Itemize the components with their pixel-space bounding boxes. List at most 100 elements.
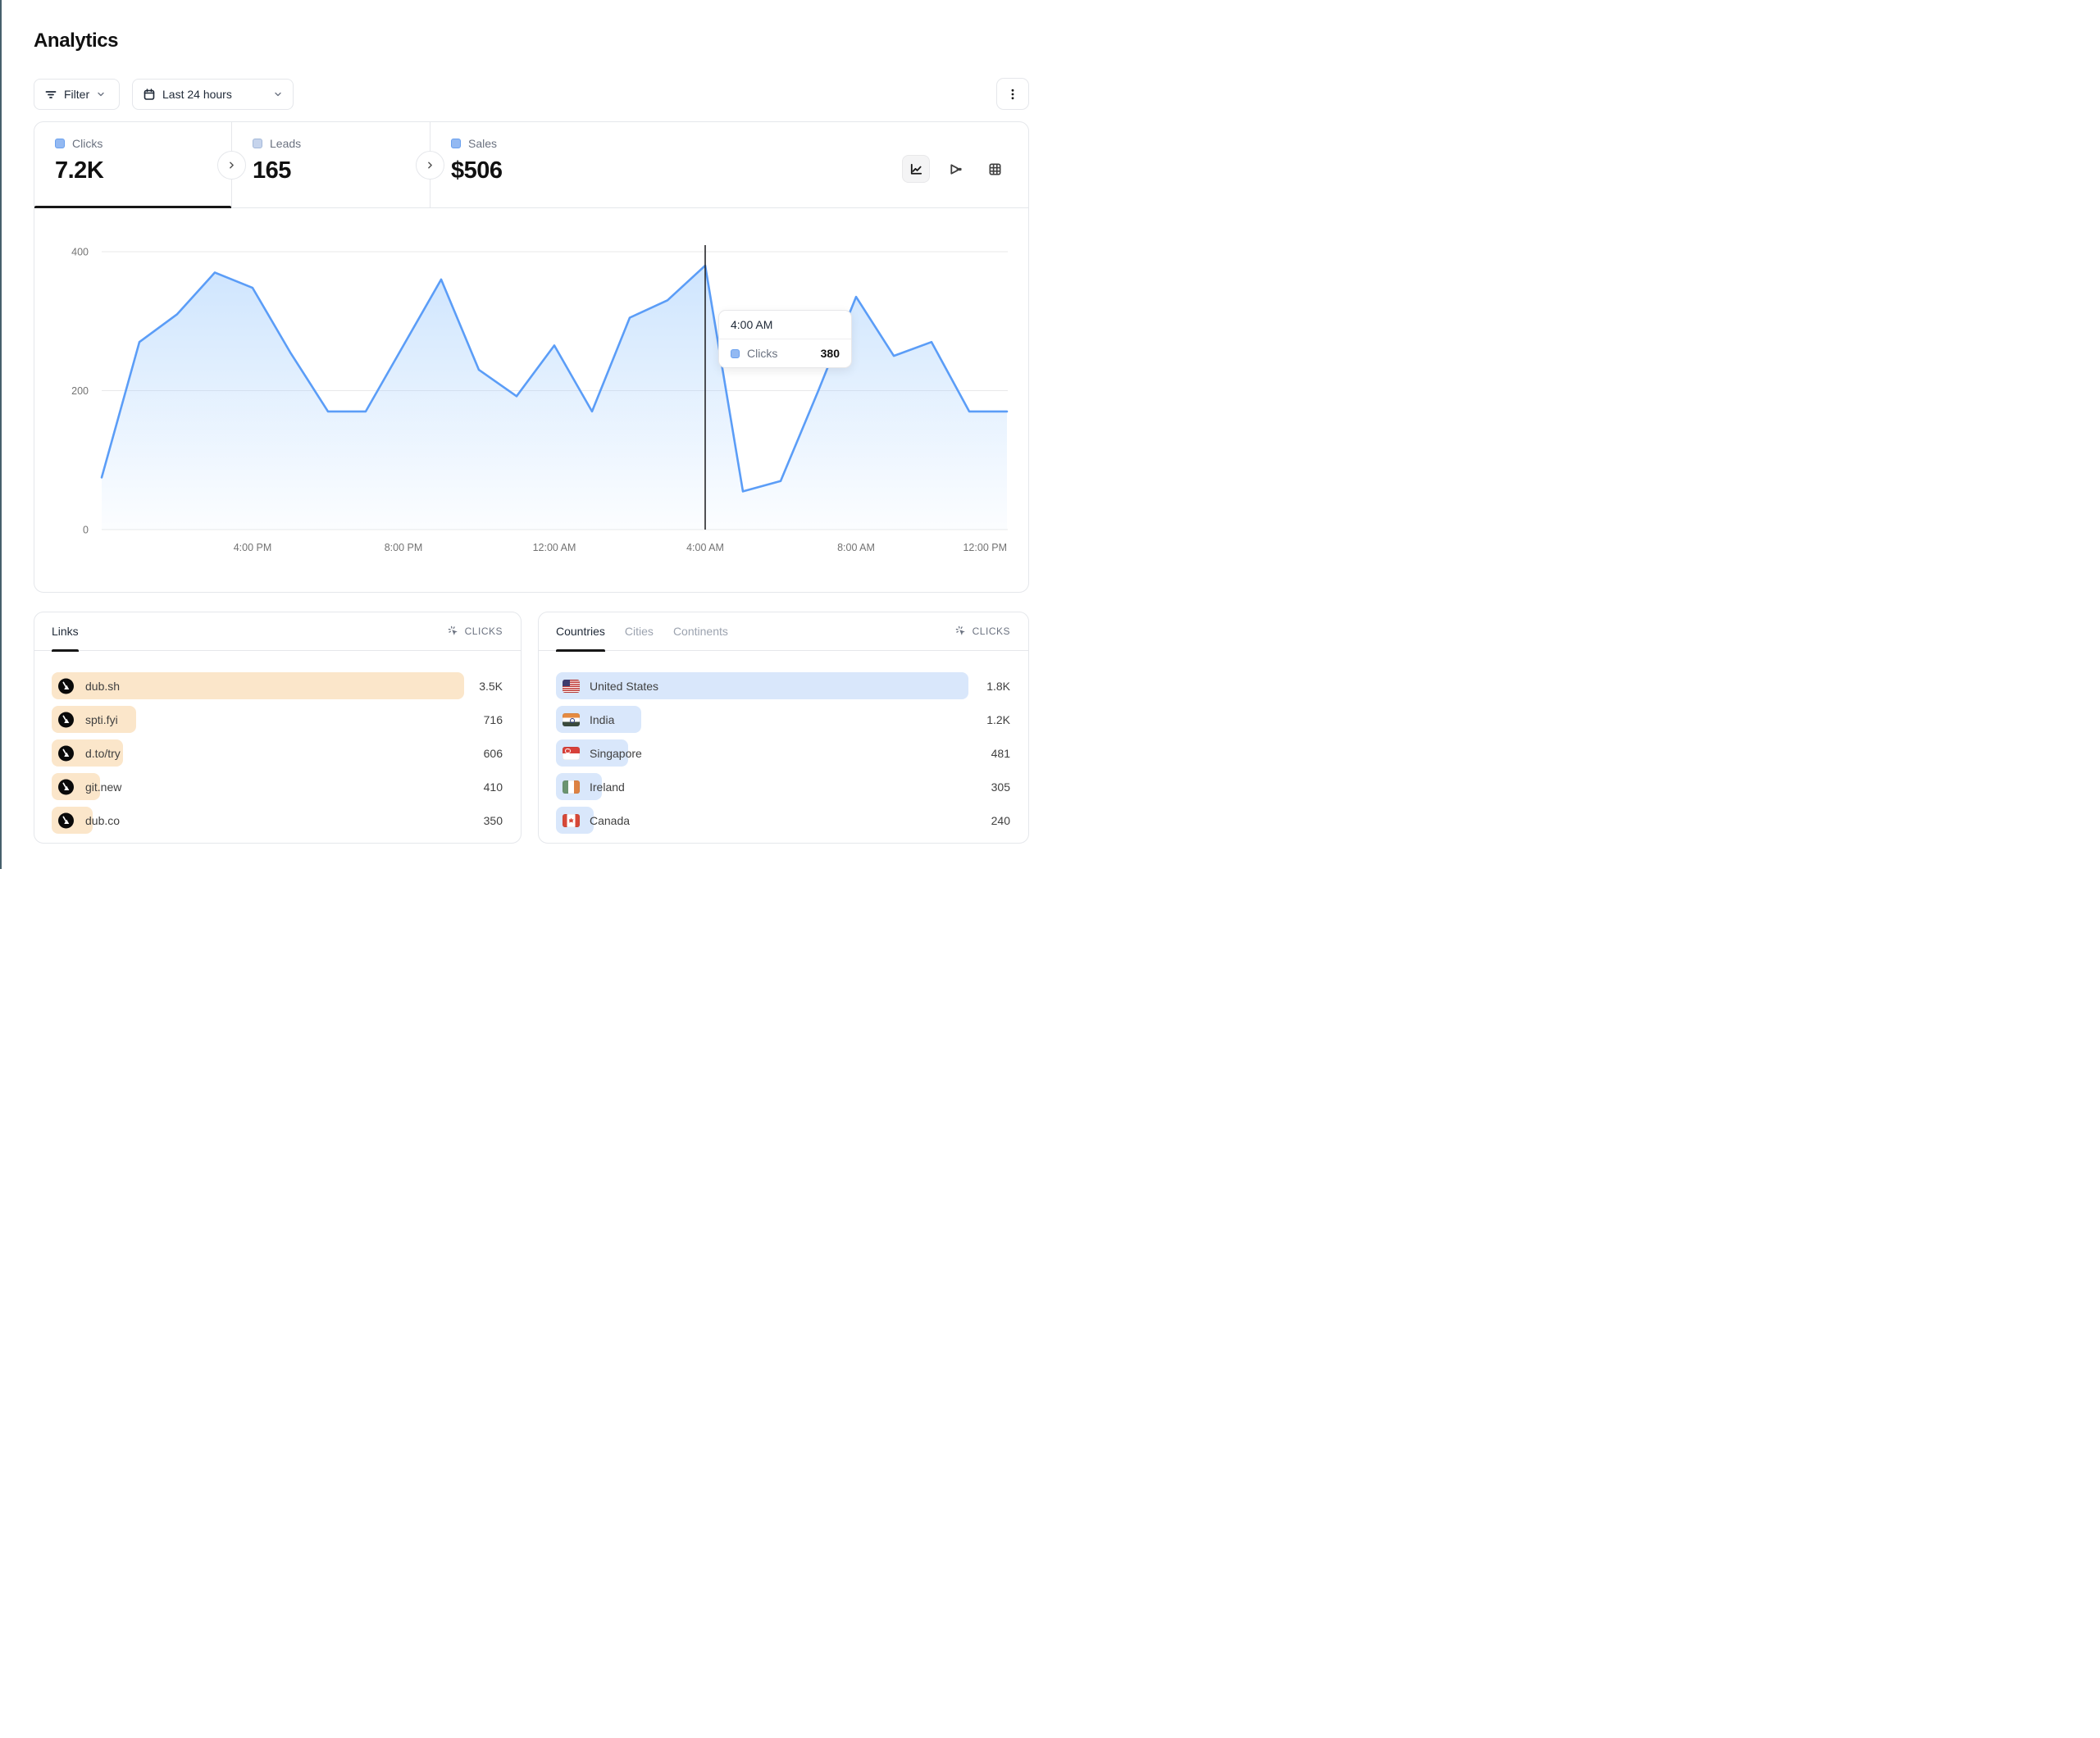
grid-table-icon xyxy=(989,163,1000,175)
date-range-button[interactable]: Last 24 hours xyxy=(132,79,294,110)
x-axis-tick-label: 12:00 PM xyxy=(963,542,1007,553)
country-row[interactable]: Canada 240 xyxy=(556,807,1010,834)
clicks-legend-square xyxy=(55,139,65,148)
leads-tab-value: 165 xyxy=(253,157,291,184)
sales-tab-value: $506 xyxy=(451,157,503,184)
more-options-button[interactable] xyxy=(996,78,1029,110)
sg-flag-icon xyxy=(563,746,580,760)
in-flag-icon xyxy=(563,712,580,726)
tooltip-value: 380 xyxy=(820,347,840,360)
expand-leads-button[interactable] xyxy=(416,151,444,180)
countries-tab-label: Countries xyxy=(556,625,605,638)
value-bar xyxy=(556,672,968,699)
tab-cities[interactable]: Cities xyxy=(625,612,654,651)
country-clicks-value: 240 xyxy=(991,813,1010,827)
clicks-time-series-chart[interactable]: 0 200 400 4:00 PM 8:00 PM 12:00 AM 4:00 AM 8:00… xyxy=(34,208,1030,594)
tab-clicks[interactable]: Clicks 7.2K xyxy=(34,122,231,208)
dub-logo-icon xyxy=(58,712,74,727)
analytics-card: Clicks 7.2K Leads 165 Sales $506 xyxy=(34,121,1029,593)
link-row[interactable]: spti.fyi 716 xyxy=(52,706,503,733)
dub-logo-icon xyxy=(58,779,74,794)
link-label: d.to/try xyxy=(85,746,121,760)
cities-tab-label: Cities xyxy=(624,625,654,638)
link-label: git.new xyxy=(85,780,122,794)
stat-tabs-row: Clicks 7.2K Leads 165 Sales $506 xyxy=(34,122,1028,208)
tab-countries[interactable]: Countries xyxy=(556,612,605,652)
dub-logo-icon xyxy=(58,678,74,694)
left-accent-divider xyxy=(0,0,2,869)
active-tab-indicator xyxy=(34,206,231,208)
filter-button[interactable]: Filter xyxy=(34,79,120,110)
sales-tab-label: Sales xyxy=(468,137,498,150)
chart-tooltip: 4:00 AM Clicks 380 xyxy=(718,310,852,368)
funnel-view-button[interactable] xyxy=(941,155,969,183)
x-axis-tick-label: 12:00 AM xyxy=(533,542,576,553)
geo-metric-header[interactable]: CLICKS xyxy=(955,626,1010,637)
country-label: United States xyxy=(590,679,659,693)
clicks-line-series xyxy=(100,264,1009,493)
value-bar xyxy=(52,672,464,699)
tab-leads[interactable]: Leads 165 xyxy=(232,122,430,208)
y-axis-tick-label: 200 xyxy=(71,385,89,397)
table-view-button[interactable] xyxy=(981,155,1009,183)
chevron-right-icon xyxy=(428,162,432,169)
country-label: India xyxy=(590,712,615,726)
leads-tab-label: Leads xyxy=(270,137,302,150)
area-fill xyxy=(102,265,1007,530)
x-axis-tick-label: 8:00 AM xyxy=(837,542,875,553)
tab-continents[interactable]: Continents xyxy=(673,612,728,651)
sales-legend-square xyxy=(451,139,461,148)
link-label: dub.co xyxy=(85,813,121,827)
ca-flag-icon xyxy=(563,813,580,827)
country-clicks-value: 305 xyxy=(991,780,1010,794)
clicks-tab-value: 7.2K xyxy=(55,157,104,184)
funnel-icon xyxy=(950,163,962,175)
chevron-down-icon xyxy=(273,89,283,99)
link-row[interactable]: d.to/try 606 xyxy=(52,739,503,767)
geo-metric-label: CLICKS xyxy=(972,626,1010,637)
link-clicks-value: 410 xyxy=(483,780,503,794)
links-tab-label: Links xyxy=(52,625,79,638)
tooltip-legend-square xyxy=(731,348,740,358)
link-clicks-value: 3.5K xyxy=(479,679,503,693)
x-axis-tick-label: 4:00 PM xyxy=(234,542,272,553)
chevron-right-icon xyxy=(230,162,234,169)
link-clicks-value: 350 xyxy=(483,813,503,827)
country-clicks-value: 481 xyxy=(991,746,1010,760)
link-clicks-value: 716 xyxy=(483,712,503,726)
calendar-icon xyxy=(143,88,156,101)
country-clicks-value: 1.8K xyxy=(986,679,1010,693)
dub-logo-icon xyxy=(58,812,74,828)
page-title: Analytics xyxy=(34,30,119,52)
country-row[interactable]: Ireland 305 xyxy=(556,773,1010,800)
expand-clicks-button[interactable] xyxy=(217,151,246,180)
x-axis-tick-label: 8:00 PM xyxy=(385,542,423,553)
cursor-click-icon xyxy=(955,626,967,637)
leads-legend-square xyxy=(253,139,262,148)
link-row[interactable]: dub.co 350 xyxy=(52,807,503,834)
link-label: dub.sh xyxy=(85,679,121,693)
chart-view-toggles xyxy=(902,155,1009,183)
countries-panel: Countries Cities Continents CLICKS Unite… xyxy=(538,612,1029,844)
links-metric-header[interactable]: CLICKS xyxy=(448,626,503,637)
line-chart-view-button[interactable] xyxy=(902,155,930,183)
link-label: spti.fyi xyxy=(85,712,118,726)
date-range-label: Last 24 hours xyxy=(162,88,232,101)
country-row[interactable]: India 1.2K xyxy=(556,706,1010,733)
tab-sales[interactable]: Sales $506 xyxy=(430,122,644,208)
country-label: Canada xyxy=(590,813,631,827)
cursor-click-icon xyxy=(448,626,459,637)
country-clicks-value: 1.2K xyxy=(986,712,1010,726)
y-axis-tick-label: 400 xyxy=(71,247,89,258)
tab-links[interactable]: Links xyxy=(52,612,79,652)
country-label: Singapore xyxy=(590,746,642,760)
line-chart-icon xyxy=(910,163,922,175)
link-row[interactable]: dub.sh 3.5K xyxy=(52,672,503,699)
country-row[interactable]: United States 1.8K xyxy=(556,672,1010,699)
ie-flag-icon xyxy=(563,780,580,794)
link-row[interactable]: git.new 410 xyxy=(52,773,503,800)
x-axis-tick-label: 4:00 AM xyxy=(686,542,724,553)
y-axis-tick-label: 0 xyxy=(83,525,89,536)
country-label: Ireland xyxy=(590,780,625,794)
country-row[interactable]: Singapore 481 xyxy=(556,739,1010,767)
